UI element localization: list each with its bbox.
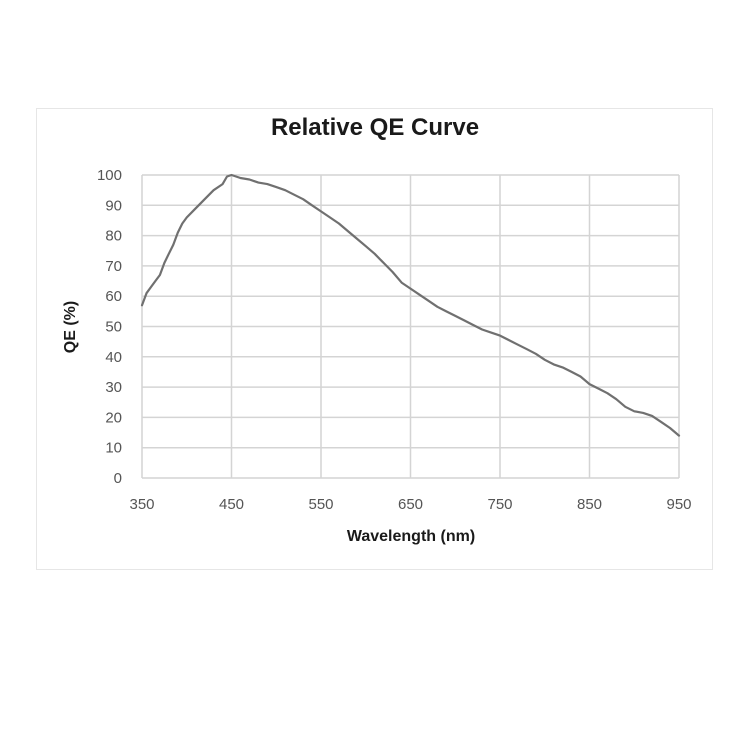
x-tick-label: 550 <box>308 496 333 513</box>
y-tick-label: 100 <box>97 167 122 184</box>
qe-series-line <box>140 173 681 437</box>
y-tick-label: 80 <box>105 228 122 245</box>
y-tick-label: 70 <box>105 258 122 275</box>
y-tick-label: 10 <box>105 440 122 457</box>
y-tick-label: 40 <box>105 349 122 366</box>
chart-title: Relative QE Curve <box>270 114 480 141</box>
y-tick-label: 50 <box>105 319 122 336</box>
x-tick-label: 450 <box>219 496 244 513</box>
x-tick-label: 350 <box>129 496 154 513</box>
x-tick-label: 850 <box>577 496 602 513</box>
x-tick-label: 650 <box>398 496 423 513</box>
grid-lines <box>141 174 680 479</box>
y-tick-label: 0 <box>114 470 122 487</box>
y-tick-label: 90 <box>105 197 122 214</box>
x-axis-title: Wavelength (nm) <box>347 528 475 545</box>
x-tick-label: 950 <box>666 496 691 513</box>
y-axis-title: QE (%) <box>62 301 79 353</box>
x-tick-label: 750 <box>487 496 512 513</box>
y-tick-labels: 0 10 20 30 40 50 60 70 80 90 100 <box>97 167 122 487</box>
y-tick-label: 20 <box>105 409 122 426</box>
x-tick-labels: 350 450 550 650 750 850 950 <box>129 496 691 513</box>
y-tick-label: 60 <box>105 288 122 305</box>
chart-frame <box>36 108 713 570</box>
series-layer <box>140 173 681 437</box>
y-tick-label: 30 <box>105 379 122 396</box>
